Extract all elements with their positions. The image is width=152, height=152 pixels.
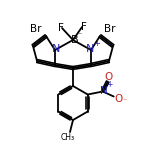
Text: Br: Br [104,24,116,34]
Text: Br: Br [30,24,42,34]
Text: B: B [71,35,79,45]
Text: +: + [94,38,100,47]
Text: ⁻: ⁻ [123,96,127,105]
Text: N: N [86,44,94,54]
Text: O: O [115,93,123,104]
Text: F: F [81,22,87,32]
Text: ⁻: ⁻ [78,31,82,40]
Text: +: + [107,80,113,89]
Text: N: N [100,85,108,95]
Text: CH₃: CH₃ [61,133,75,143]
Text: O: O [105,73,113,83]
Text: F: F [58,23,64,33]
Text: N: N [52,44,60,54]
